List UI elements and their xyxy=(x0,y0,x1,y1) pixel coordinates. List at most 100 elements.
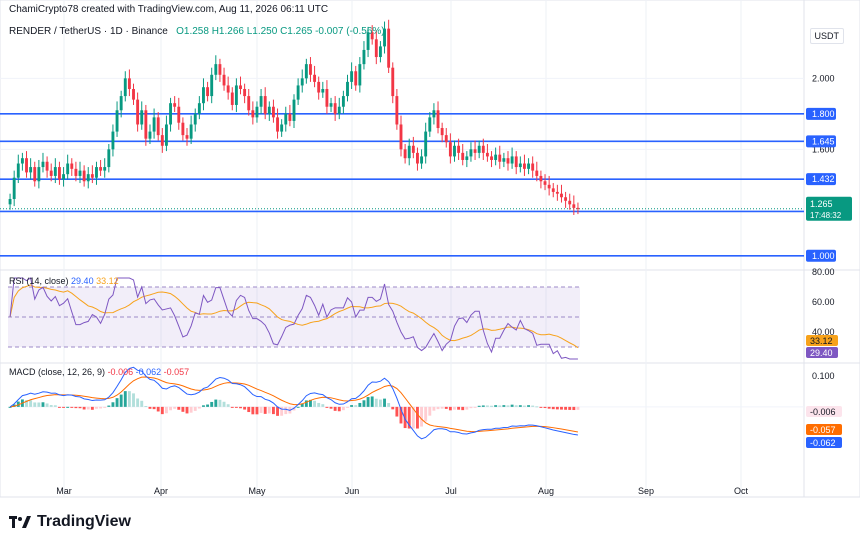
candle-body xyxy=(243,88,247,97)
candle-body xyxy=(502,158,506,162)
macd-histogram-bar xyxy=(123,391,127,407)
macd-histogram-bar xyxy=(119,394,123,407)
macd-histogram-bar xyxy=(387,403,391,407)
candle-body xyxy=(45,161,49,171)
candle-body xyxy=(444,135,448,143)
candle-body xyxy=(20,158,24,164)
candle-body xyxy=(181,122,185,136)
candle-body xyxy=(551,188,555,192)
macd-histogram-bar xyxy=(111,402,115,407)
candle-body xyxy=(304,64,308,79)
level-price-badge xyxy=(806,249,836,262)
candle-body xyxy=(57,167,61,180)
x-tick-label: May xyxy=(248,486,266,496)
candle-body xyxy=(259,96,263,107)
macd-histogram-bar xyxy=(560,406,563,410)
level-price-badge xyxy=(806,173,836,186)
macd-histogram-bar xyxy=(189,406,193,413)
macd-histogram-bar xyxy=(243,406,247,410)
candle-body xyxy=(177,106,181,123)
candle-body xyxy=(210,74,214,97)
macd-histogram-bar xyxy=(206,404,210,407)
macd-histogram-bar xyxy=(45,403,49,407)
candle-body xyxy=(107,149,111,168)
macd-histogram-bar xyxy=(74,406,78,409)
pair-label[interactable]: RENDER / TetherUS · 1D · Binance xyxy=(9,26,168,37)
x-tick-label: Oct xyxy=(734,486,749,496)
candle-body xyxy=(321,88,325,93)
candle-body xyxy=(428,117,432,132)
candle-body xyxy=(527,163,531,169)
macd-histogram-bar xyxy=(346,406,349,408)
candle-body xyxy=(473,149,477,153)
macd-signal-line xyxy=(9,376,579,433)
candle-body xyxy=(95,167,98,178)
candle-body xyxy=(280,124,284,132)
macd-histogram-bar xyxy=(259,406,263,413)
macd-histogram-bar xyxy=(362,400,366,407)
candle-body xyxy=(271,106,275,118)
macd-histogram-bar xyxy=(313,400,317,407)
candle-body xyxy=(358,64,362,86)
macd-histogram-bar xyxy=(16,401,20,407)
macd-histogram-bar xyxy=(518,405,522,407)
macd-histogram-bar xyxy=(251,406,255,415)
macd-histogram-bar xyxy=(391,406,395,410)
candle-body xyxy=(255,106,259,118)
candle-body xyxy=(494,154,498,160)
macd-histogram-bar xyxy=(222,401,226,407)
macd-histogram-bar xyxy=(527,405,531,407)
macd-histogram-bar xyxy=(551,406,555,410)
candle-body xyxy=(572,204,576,208)
macd-histogram-bar xyxy=(218,399,222,407)
candle-body xyxy=(547,184,551,189)
macd-histogram-bar xyxy=(399,406,403,424)
macd-signal-value-label: -0.057 xyxy=(810,425,836,435)
candle-body xyxy=(284,113,288,125)
candle-body xyxy=(127,78,131,89)
macd-line-legend: -0.062 xyxy=(135,367,162,377)
candle-body xyxy=(560,193,563,198)
macd-histogram-bar xyxy=(531,405,535,407)
candle-body xyxy=(448,142,452,157)
macd-histogram-bar xyxy=(457,406,461,410)
macd-histogram-bar xyxy=(181,406,185,412)
macd-histogram-bar xyxy=(420,406,424,427)
rsi-y-tick-label: 40.00 xyxy=(812,327,835,337)
candle-body xyxy=(288,113,292,121)
rsi-y-tick-label: 60.00 xyxy=(812,297,835,307)
macd-histogram-bar xyxy=(234,406,238,408)
macd-histogram-bar xyxy=(555,406,559,410)
macd-histogram-bar xyxy=(276,406,279,416)
x-tick-label: Apr xyxy=(154,486,168,496)
macd-histogram-bar xyxy=(115,398,119,407)
macd-histogram-bar xyxy=(341,406,345,411)
macd-histogram-bar xyxy=(543,406,547,409)
candle-body xyxy=(218,64,222,75)
macd-histogram-bar xyxy=(448,406,452,411)
candle-body xyxy=(99,167,103,171)
macd-histogram-bar xyxy=(82,406,86,410)
candle-body xyxy=(25,158,28,173)
candle-body xyxy=(576,207,580,209)
macd-histogram-bar xyxy=(29,400,33,407)
macd-histogram-bar xyxy=(535,406,539,408)
macd-histogram-bar xyxy=(107,405,111,407)
tradingview-logo[interactable]: TradingView xyxy=(9,513,131,531)
candle-body xyxy=(555,191,559,194)
candle-body xyxy=(144,110,148,139)
level-price-label: 1.800 xyxy=(812,109,835,119)
candle-body xyxy=(543,181,547,185)
candle-body xyxy=(477,145,481,153)
macd-histogram-bar xyxy=(424,406,428,422)
macd-histogram-bar xyxy=(164,406,168,414)
currency-label[interactable]: USDT xyxy=(809,28,844,44)
candle-body xyxy=(82,170,86,182)
candle-body xyxy=(169,103,172,125)
candle-body xyxy=(424,131,428,157)
candle-body xyxy=(103,167,107,171)
candle-body xyxy=(152,117,156,132)
candle-body xyxy=(498,154,502,162)
candle-body xyxy=(346,81,349,97)
rsi-ma-badge xyxy=(806,335,838,346)
